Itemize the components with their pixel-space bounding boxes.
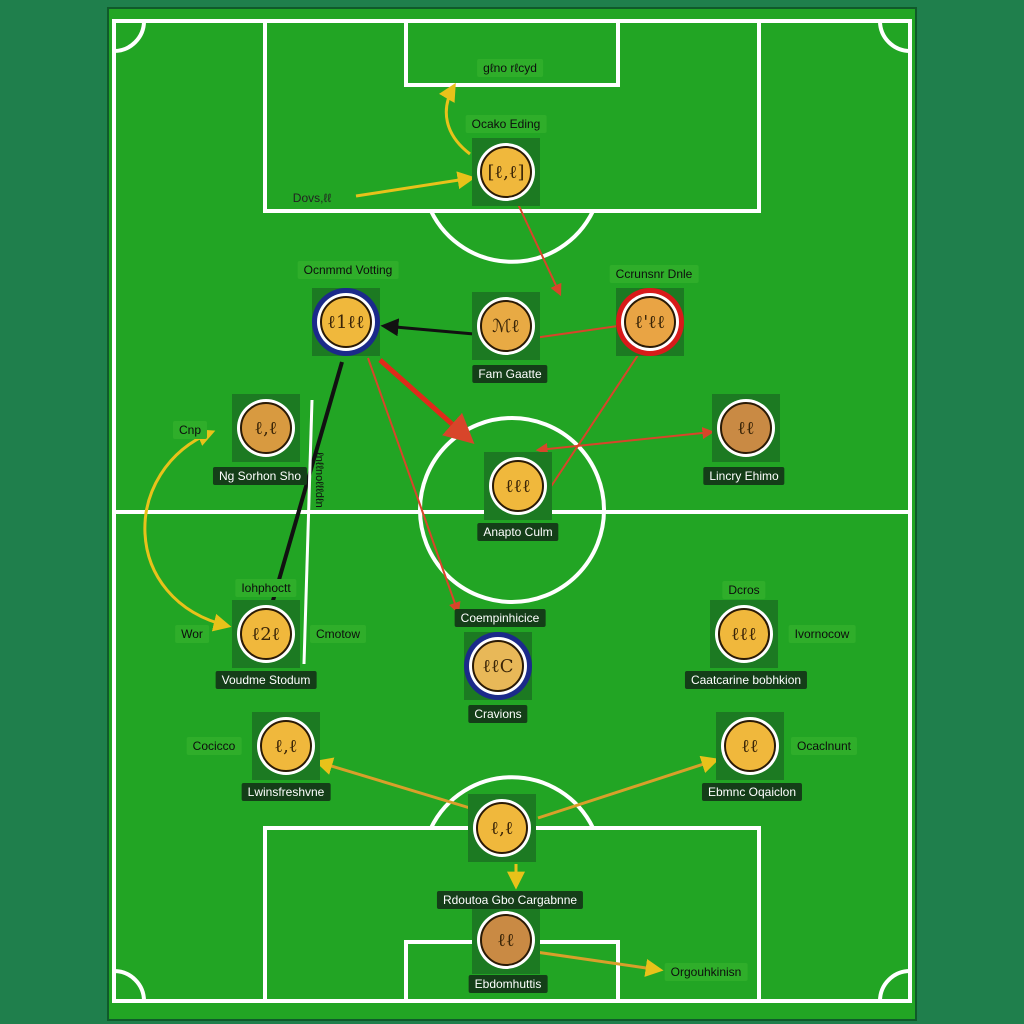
player-token-glyph: ℓℓℓ: [731, 624, 757, 645]
arrow-lm-to-cm: [367, 357, 461, 615]
arrow-to-gk: [355, 171, 476, 198]
label-center-forward: Fam Gaatte: [472, 365, 548, 383]
label-right-winger: Lincry Ehimo: [703, 467, 785, 485]
player-token-glyph: ℓ'ℓℓ: [635, 312, 666, 333]
player-token[interactable]: ℳℓ: [472, 292, 540, 360]
corner-arc-bottom-left: [113, 969, 146, 1002]
player-token-glyph: ℓ1ℓℓ: [327, 312, 364, 333]
label-left-back-left: Wor: [175, 625, 209, 643]
arrow-lm-forward: [378, 358, 475, 444]
label-defender-left: Lwinsfreshvne: [241, 783, 331, 801]
label-right-back-top: Dcros: [722, 581, 766, 599]
player-token[interactable]: ℓℓ: [712, 394, 780, 462]
player-token-glyph: [ℓ,ℓ]: [487, 162, 524, 183]
label-center-circle-player: Anapto Culm: [477, 523, 559, 541]
label-top-goal: gℓno rℓcyd: [477, 59, 543, 77]
player-token-face: [480, 300, 532, 352]
player-token[interactable]: ℓℓℓ: [484, 452, 552, 520]
player-token-face: [480, 914, 532, 966]
label-left-back: Voudme Stodum: [215, 671, 317, 689]
corner-arc-top-left: [113, 20, 146, 53]
player-token-glyph: ℓℓℓ: [505, 476, 531, 497]
player-token-glyph: ℳℓ: [492, 316, 520, 337]
player-token-face: [720, 402, 772, 454]
arrow-gk-up: [438, 82, 471, 156]
label-bottom-gk-top: Rdoutoa Gbo Cargabnne: [436, 891, 584, 909]
label-right-back: Caatcarine bobhkion: [684, 671, 808, 689]
label-left-small: Cnp: [172, 421, 208, 439]
player-token-face: [476, 802, 528, 854]
arrow-gk-bottom-right: [535, 950, 664, 977]
label-left-back-top: Iohphoctt: [235, 579, 297, 597]
player-token[interactable]: ℓ2ℓ: [232, 600, 300, 668]
label-left-back-right: Cmotow: [309, 625, 367, 643]
player-token[interactable]: ℓℓC: [464, 632, 532, 700]
label-bottom-gk-right: Orgouhkinisn: [664, 963, 748, 981]
player-token[interactable]: ℓℓ: [716, 712, 784, 780]
label-defender-right-side: Ocaclnunt: [790, 737, 858, 755]
player-token-glyph: ℓ2ℓ: [252, 624, 281, 645]
arrow-lm-to-lb: [270, 361, 344, 605]
player-token-face: [724, 720, 776, 772]
arrow-gk-to-dl: [314, 757, 471, 810]
movement-arrows: [143, 82, 720, 977]
top-penalty-arc: [429, 210, 595, 264]
arrow-gk-to-dr: [537, 755, 720, 820]
label-gk-name: Ocako Eding: [465, 115, 547, 133]
top-six-yard-box: [404, 19, 620, 87]
label-center-midfielder: Coempinhicice: [454, 609, 546, 627]
player-token-face: [718, 608, 770, 660]
label-right-midfielder: Ccrunsnr Dnle: [609, 265, 699, 283]
arrow-rm-to-center: [549, 351, 641, 489]
player-token[interactable]: [ℓ,ℓ]: [472, 138, 540, 206]
player-token[interactable]: ℓ1ℓℓ: [312, 288, 380, 356]
corner-arc-bottom-right: [878, 969, 911, 1002]
player-token-glyph: ℓ,ℓ: [255, 418, 278, 439]
arrow-center-to-rm: [533, 325, 619, 339]
player-token-face: [624, 296, 676, 348]
label-left-winger: Ng Sorhon Sho: [212, 467, 308, 485]
player-token-glyph: ℓℓ: [497, 930, 514, 951]
player-token-face: [240, 608, 292, 660]
player-token-glyph: ℓ,ℓ: [491, 818, 514, 839]
player-token-glyph: ℓℓ: [741, 736, 758, 757]
label-gk-side: Dovs,ℓℓ: [292, 191, 332, 205]
player-token-face: [472, 640, 524, 692]
label-left-midfielder: Ocnmmd Votting: [297, 261, 399, 279]
player-token[interactable]: ℓℓℓ: [710, 600, 778, 668]
player-token-face: [480, 146, 532, 198]
player-token[interactable]: ℓ,ℓ: [252, 712, 320, 780]
label-bottom-goalkeeper: Ebdomhuttis: [468, 975, 548, 993]
player-token-face: [320, 296, 372, 348]
center-circle: [418, 416, 606, 604]
player-token-glyph: ℓℓ: [737, 418, 754, 439]
arrow-left-overlap: [143, 429, 232, 632]
arrow-right-wing-to-center: [535, 427, 715, 455]
player-token[interactable]: ℓℓ: [472, 906, 540, 974]
player-token-face: [260, 720, 312, 772]
label-center-mid-bottom: Cravions: [468, 705, 528, 723]
label-defender-left-side: Cocicco: [186, 737, 242, 755]
player-token[interactable]: ℓ'ℓℓ: [616, 288, 684, 356]
player-token-glyph: ℓ,ℓ: [275, 736, 298, 757]
label-right-back-right: Ivornocow: [788, 625, 856, 643]
vertical-run-line: [302, 399, 314, 665]
player-token[interactable]: ℓ,ℓ: [468, 794, 536, 862]
corner-arc-top-right: [878, 20, 911, 53]
player-token-face: [240, 402, 292, 454]
player-token[interactable]: ℓ,ℓ: [232, 394, 300, 462]
arrow-gk-to-rm: [517, 203, 562, 297]
player-token-glyph: ℓℓC: [482, 656, 513, 677]
vertical-annotation: ℓnℓℓnoℓℓℓdℓn: [313, 452, 325, 507]
player-token-face: [492, 460, 544, 512]
arrow-to-lm: [380, 318, 475, 337]
label-defender-right: Ebmnc Oqaiclon: [701, 783, 803, 801]
